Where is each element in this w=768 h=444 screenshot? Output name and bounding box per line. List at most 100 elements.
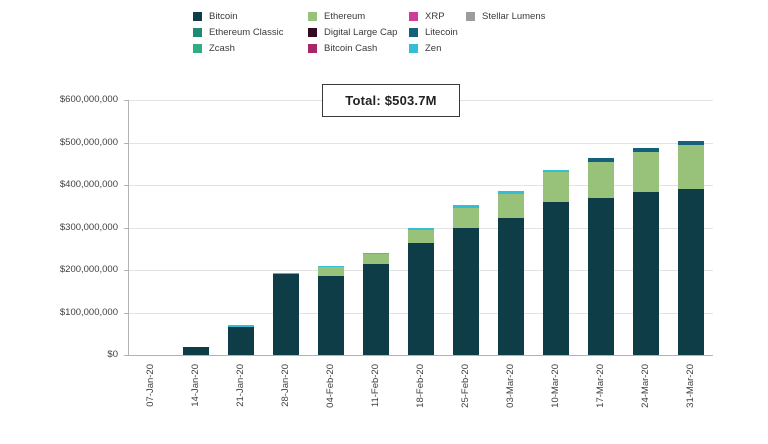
- y-axis-label: $300,000,000: [59, 222, 118, 233]
- legend-label: Zen: [425, 43, 442, 54]
- y-axis-labels: $0 $100,000,000 $200,000,000 $300,000,000 $4…: [0, 94, 118, 360]
- x-axis-label: 31-Mar-20: [684, 364, 696, 408]
- bar-segment-zen: [497, 191, 524, 194]
- legend-column: Bitcoin Ethereum Classic Zcash: [193, 11, 308, 54]
- bar-segment-bitcoin: [363, 263, 390, 355]
- legend-swatch-icon: [308, 12, 317, 21]
- bar-segment-ethereum: [542, 172, 569, 202]
- bar-segment-zen: [408, 227, 434, 230]
- bar-segment-zen: [318, 265, 345, 268]
- legend-label: Zcash: [209, 43, 235, 54]
- legend-label: Stellar Lumens: [482, 11, 546, 22]
- bar-segment-bitcoin: [677, 188, 704, 355]
- y-axis-label: $0: [107, 349, 118, 360]
- y-axis-label: $100,000,000: [59, 307, 118, 318]
- bar-segment-zen: [273, 272, 300, 275]
- legend-swatch-icon: [308, 44, 317, 53]
- x-axis-label: 11-Feb-20: [370, 364, 382, 408]
- bar-segment-bitcoin: [452, 228, 479, 355]
- bar-segment-ethereum: [677, 145, 704, 189]
- bar-segment-bitcoin: [497, 218, 524, 355]
- legend-item: Bitcoin: [193, 11, 308, 22]
- gridline: [129, 143, 713, 144]
- y-axis-tick: [124, 143, 129, 144]
- y-axis-label: $400,000,000: [59, 179, 118, 190]
- y-axis-label: $600,000,000: [59, 94, 118, 105]
- legend-item: Zcash: [193, 43, 308, 54]
- legend-item: Digital Large Cap: [308, 27, 409, 38]
- legend-swatch-icon: [308, 28, 317, 37]
- total-annotation-label: Total: $503.7M: [345, 93, 437, 108]
- legend-label: Digital Large Cap: [324, 27, 398, 38]
- y-axis-tick: [124, 228, 129, 229]
- bar-segment-ethereum: [318, 267, 345, 276]
- bar-segment-litecoin: [587, 158, 614, 162]
- legend-swatch-icon: [466, 12, 475, 21]
- plot-area: 07-Jan-20 14-Jan-20 21-Jan-20 28-Jan-20 04-F…: [124, 100, 713, 408]
- x-axis-label: 28-Jan-20: [280, 364, 292, 407]
- y-axis-tick: [124, 100, 129, 101]
- x-axis-label: 24-Mar-20: [639, 364, 651, 408]
- bar-segment-bitcoin: [542, 202, 569, 355]
- bar-segment-bitcoin: [183, 346, 210, 355]
- bar-segment-litecoin: [677, 140, 704, 146]
- legend-swatch-icon: [193, 12, 202, 21]
- legend-label: XRP: [425, 11, 445, 22]
- y-axis-label: $500,000,000: [59, 137, 118, 148]
- chart-legend: Bitcoin Ethereum Classic Zcash Ethereum Digi…: [193, 11, 545, 54]
- bar-segment-ethereum: [363, 254, 390, 264]
- legend-swatch-icon: [193, 28, 202, 37]
- bar-segment-ethereum: [497, 193, 524, 219]
- legend-swatch-icon: [409, 44, 418, 53]
- bar-segment-bitcoin: [273, 274, 300, 355]
- x-axis-label: 10-Mar-20: [549, 364, 561, 408]
- legend-column: Ethereum Digital Large Cap Bitcoin Cash: [308, 11, 409, 54]
- legend-label: Bitcoin Cash: [324, 43, 378, 54]
- x-axis-label: 21-Jan-20: [235, 364, 247, 407]
- bar-segment-bitcoin: [318, 275, 345, 355]
- legend-label: Ethereum Classic: [209, 27, 284, 38]
- legend-item: Litecoin: [409, 27, 466, 38]
- bar-segment-zen: [228, 325, 255, 327]
- bar-segment-ethereum: [452, 207, 479, 229]
- bar-segment-zen: [363, 253, 390, 255]
- y-axis-tick: [124, 270, 129, 271]
- total-annotation-box: Total: $503.7M: [322, 84, 460, 117]
- gridline: [129, 185, 713, 186]
- legend-item: Bitcoin Cash: [308, 43, 409, 54]
- bar-segment-ethereum: [632, 152, 659, 193]
- legend-column: XRP Litecoin Zen: [409, 11, 466, 54]
- legend-item: Stellar Lumens: [466, 11, 545, 22]
- bar-segment-ethereum: [408, 229, 434, 244]
- legend-item: XRP: [409, 11, 466, 22]
- legend-item: Ethereum: [308, 11, 409, 22]
- y-axis-tick: [124, 313, 129, 314]
- legend-item: Ethereum Classic: [193, 27, 308, 38]
- bar-segment-bitcoin: [408, 243, 434, 355]
- bar-segment-zen: [542, 169, 569, 173]
- bar-segment-bitcoin: [228, 326, 255, 355]
- y-axis-tick: [124, 355, 129, 356]
- legend-swatch-icon: [409, 12, 418, 21]
- y-axis-label: $200,000,000: [59, 264, 118, 275]
- x-axis-label: 14-Jan-20: [190, 364, 202, 407]
- legend-column: Stellar Lumens: [466, 11, 545, 54]
- bar-segment-bitcoin: [632, 192, 659, 355]
- x-axis-label: 07-Jan-20: [145, 364, 157, 407]
- x-axis-label: 17-Mar-20: [594, 364, 606, 408]
- legend-label: Litecoin: [425, 27, 458, 38]
- bar-segment-ethereum: [587, 161, 614, 198]
- bar-segment-bitcoin: [587, 197, 614, 355]
- x-axis-label: 03-Mar-20: [504, 364, 516, 408]
- legend-swatch-icon: [193, 44, 202, 53]
- x-axis-label: 18-Feb-20: [415, 364, 426, 408]
- y-axis-tick: [124, 185, 129, 186]
- x-axis-label: 25-Feb-20: [459, 364, 471, 408]
- legend-swatch-icon: [409, 28, 418, 37]
- legend-label: Bitcoin: [209, 11, 238, 22]
- bar-segment-zen: [452, 204, 479, 208]
- legend-item: Zen: [409, 43, 466, 54]
- x-axis-label: 04-Feb-20: [325, 364, 337, 408]
- bar-segment-litecoin: [632, 148, 659, 153]
